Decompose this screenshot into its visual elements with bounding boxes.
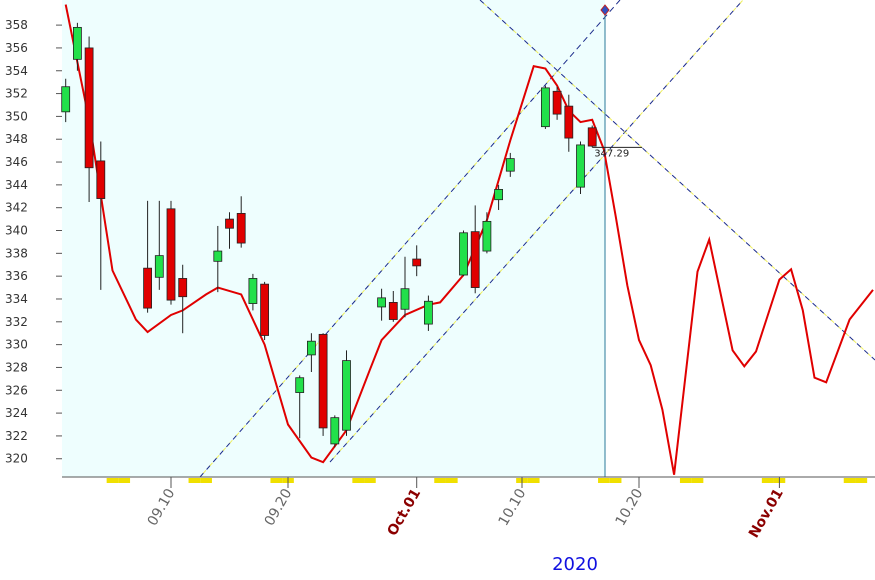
y-tick-label: 354 [5, 64, 28, 78]
y-tick-label: 348 [5, 132, 28, 146]
candle-body [400, 288, 410, 310]
y-tick-label: 332 [5, 315, 28, 329]
candle-body [166, 208, 176, 301]
x-tick-label: Nov.01 [746, 486, 787, 541]
channel-line [329, 0, 744, 463]
candle-body [73, 26, 82, 60]
last-price-label: 347.29 [594, 148, 629, 159]
weekend-marker [761, 478, 774, 483]
y-tick-label: 320 [5, 452, 28, 466]
y-tick-label: 334 [5, 292, 28, 306]
trend-line [479, 0, 875, 361]
y-tick-label: 326 [5, 383, 28, 397]
weekend-marker [188, 478, 201, 483]
candle-body [213, 250, 223, 262]
candle-body [377, 297, 387, 308]
candle-body [423, 300, 433, 325]
y-tick-label: 342 [5, 201, 28, 215]
candle-body [342, 360, 351, 431]
weekend-marker [598, 478, 610, 483]
weekend-marker [527, 478, 540, 483]
candle-body [564, 105, 574, 139]
channel-line [329, 0, 744, 463]
candle-body [84, 47, 94, 169]
candle-body [330, 417, 340, 445]
x-tick-label: 10.10 [496, 486, 530, 529]
candle-body [295, 377, 305, 393]
candle-body [318, 333, 328, 429]
candle-body [552, 90, 562, 115]
candle-body [154, 255, 164, 278]
x-tick-label: 10.20 [613, 486, 647, 529]
history-shade [62, 0, 605, 477]
weekend-marker [200, 478, 212, 483]
x-tick-label: 09.10 [145, 486, 179, 529]
candle-body [248, 278, 258, 304]
candle-body [587, 127, 597, 147]
y-tick-label: 330 [5, 338, 28, 352]
weekend-marker [855, 478, 868, 483]
candle-body [96, 160, 106, 199]
y-tick-label: 322 [5, 429, 28, 443]
candle-body [412, 258, 422, 267]
weekend-marker [691, 478, 704, 483]
weekend-marker [118, 478, 131, 483]
weekend-marker [352, 478, 365, 483]
y-tick-label: 350 [5, 109, 28, 123]
y-tick-label: 324 [5, 406, 28, 420]
candle-body [236, 212, 246, 244]
candle-body [541, 87, 550, 128]
candle-body [459, 232, 468, 276]
overlays [64, 4, 874, 475]
trend-lines [199, 0, 875, 477]
weekend-marker [679, 478, 692, 483]
x-tick-label: Oct.01 [384, 486, 424, 539]
current-marker [600, 4, 610, 16]
weekend-marker [364, 478, 376, 483]
y-tick-label: 352 [5, 87, 28, 101]
candle-body [260, 283, 270, 336]
y-tick-label: 356 [5, 41, 28, 55]
weekend-marker [445, 478, 458, 483]
y-tick-label: 340 [5, 224, 28, 238]
y-tick-label: 336 [5, 269, 28, 283]
candle-body [388, 302, 398, 320]
candle-body [470, 231, 480, 288]
y-tick-label: 358 [5, 18, 28, 32]
x-tick-label: 09.20 [262, 486, 296, 529]
candle-body [505, 158, 515, 172]
candle-body [306, 340, 316, 356]
y-tick-label: 344 [5, 178, 28, 192]
weekend-marker [609, 478, 622, 483]
weekend-marker [843, 478, 856, 483]
candle-body [494, 189, 504, 201]
candle-body [61, 86, 71, 113]
candle-body [178, 278, 188, 298]
weekend-marker [434, 478, 446, 483]
candle-body [482, 220, 492, 252]
candle-body [143, 267, 153, 309]
y-tick-label: 328 [5, 360, 28, 374]
y-tick-label: 346 [5, 155, 28, 169]
candle-body [225, 218, 234, 229]
y-tick-label: 338 [5, 246, 28, 260]
weekend-marker [106, 478, 119, 483]
x-axis-title: 2020 [552, 554, 598, 575]
candle-body [576, 144, 585, 188]
overlay-line [64, 4, 874, 475]
weekend-marker [270, 478, 283, 483]
